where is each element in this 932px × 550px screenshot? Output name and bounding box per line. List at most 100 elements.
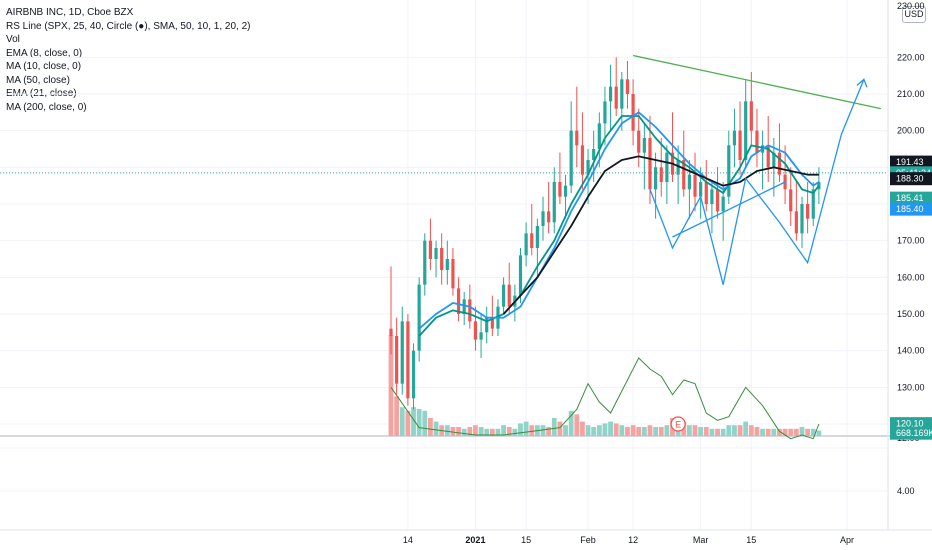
volume-bar: [715, 428, 720, 436]
legend-ma10[interactable]: MA (10, close, 0): [6, 61, 82, 72]
volume-bar: [664, 425, 670, 436]
price-tick-label: 220.00: [897, 52, 925, 62]
candle-body: [654, 167, 658, 190]
volume-bar: [619, 425, 625, 436]
candle-body: [563, 185, 568, 197]
legend-rs-line[interactable]: RS Line (SPX, 25, 40, Circle (●), SMA, 5…: [6, 20, 251, 32]
volume-bar: [810, 428, 816, 436]
volume-bar: [608, 421, 613, 436]
volume-bar: [501, 425, 506, 436]
volume-bar: [467, 427, 473, 436]
time-tick-label: 15: [746, 535, 756, 545]
price-tick-label: 150.00: [897, 309, 925, 319]
volume-bar: [568, 410, 574, 436]
candle-body: [794, 211, 798, 234]
volume-bar: [765, 428, 771, 436]
ma-line: [502, 155, 819, 315]
price-tag: [890, 202, 932, 216]
candle-body: [597, 123, 601, 149]
volume-bar: [748, 425, 754, 436]
volume-bar: [686, 425, 692, 436]
time-tick-label: Apr: [840, 535, 854, 545]
candle-body: [715, 189, 720, 212]
candle-body: [687, 174, 691, 190]
volume-bar: [732, 425, 737, 436]
price-tag-label: 668.169K: [896, 428, 932, 438]
candle-body: [721, 196, 725, 212]
candle-body: [502, 284, 506, 307]
legend-ema8[interactable]: EMA (8, close, 0): [6, 47, 83, 59]
time-axis[interactable]: 14 2021 15 Feb 12 Mar 15 Apr: [403, 535, 854, 545]
volume-bar: [473, 425, 478, 436]
candle-body: [456, 288, 461, 314]
volume-bar: [647, 425, 653, 436]
candle-body: [440, 248, 444, 270]
candle-body: [428, 240, 433, 259]
price-tag: [890, 155, 932, 169]
volume-bar: [636, 427, 642, 436]
earnings-label: E: [675, 420, 681, 430]
price-tick-label: 200.00: [897, 126, 925, 136]
candle-body: [637, 130, 641, 153]
volume-bar: [574, 414, 580, 436]
volume-bar: [428, 418, 433, 436]
volume-bar: [529, 425, 535, 436]
price-tag-label: 120.10: [896, 419, 924, 429]
candle-body: [800, 204, 804, 234]
candle-body: [603, 101, 607, 124]
volume-bar: [523, 421, 529, 436]
volume-bar: [613, 423, 619, 436]
price-tick-label: 140.00: [897, 346, 925, 356]
moving-averages: [418, 111, 820, 337]
price-tag: [890, 191, 932, 205]
candle-body: [676, 160, 680, 175]
volume-bars: [388, 335, 822, 436]
candle-body: [451, 259, 455, 289]
volume-bar: [546, 427, 552, 436]
candle-body: [547, 211, 551, 223]
pattern-path: [649, 79, 865, 285]
volume-bar: [703, 427, 709, 436]
legend-ma50[interactable]: MA (50, close): [6, 74, 70, 86]
candle-body: [665, 152, 669, 182]
currency-button[interactable]: USD: [902, 6, 926, 23]
price-tick-label-top: 230.00: [897, 1, 925, 11]
candle-body: [389, 328, 393, 336]
candle-body: [524, 233, 528, 256]
legend-title[interactable]: AIRBNB INC, 1D, Cboe BZX: [6, 7, 134, 18]
volume-bar: [495, 428, 501, 436]
volume-bar: [782, 428, 788, 436]
price-tick-label: 160.00: [897, 272, 925, 282]
candle-body: [592, 149, 596, 160]
candle-body: [395, 336, 399, 384]
candle-body: [530, 233, 534, 248]
volume-bar: [456, 427, 461, 436]
price-tag-label: 185.41: [896, 193, 924, 203]
volume-bar: [816, 430, 822, 436]
trendline: [632, 54, 881, 110]
grid: [0, 0, 932, 531]
volume-bar: [591, 427, 597, 436]
volume-bar: [653, 427, 659, 436]
volume-bar: [698, 427, 704, 436]
time-tick-label: 2021: [465, 535, 485, 545]
candle-body: [569, 130, 573, 186]
candle-body: [631, 94, 635, 131]
volume-bar: [411, 407, 416, 436]
candle-body: [789, 189, 793, 212]
volume-bar: [743, 421, 749, 436]
price-tag-label: 188.30: [896, 174, 924, 184]
price-tick-label: 170.00: [897, 236, 925, 246]
volume-bar: [489, 428, 495, 436]
legend-vol[interactable]: Vol: [6, 34, 20, 45]
legend-ma200[interactable]: MA (200, close, 0): [6, 101, 87, 113]
candle-body: [552, 182, 556, 223]
ma-line: [418, 111, 820, 330]
volume-bar: [793, 428, 799, 436]
volume-bar: [444, 425, 450, 436]
candle-body: [434, 248, 438, 259]
candle-body: [744, 101, 748, 160]
candle-body: [473, 321, 478, 340]
candle-body: [586, 160, 590, 175]
